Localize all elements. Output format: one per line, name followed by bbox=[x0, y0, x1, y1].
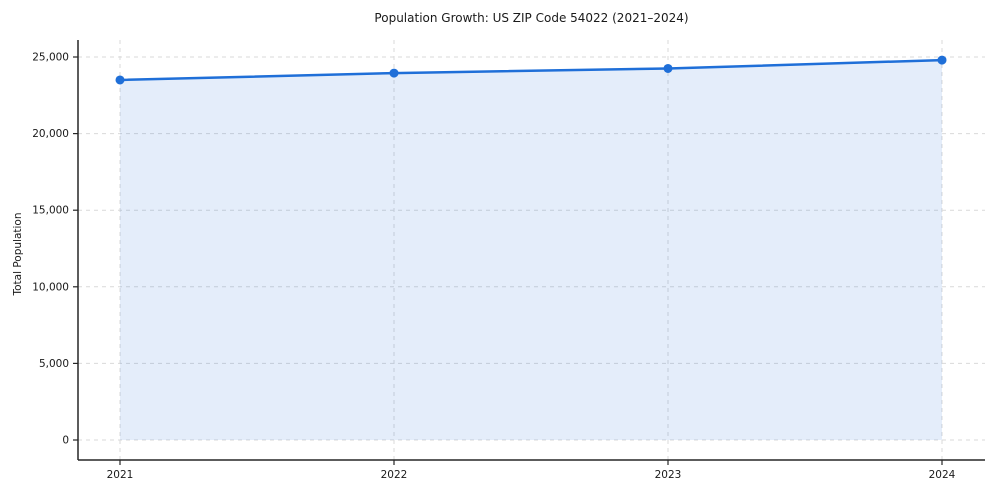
y-tick-label: 10,000 bbox=[32, 281, 69, 293]
area-fill bbox=[120, 60, 942, 441]
y-tick-label: 5,000 bbox=[39, 358, 69, 370]
data-point bbox=[663, 63, 673, 73]
chart-title: Population Growth: US ZIP Code 54022 (20… bbox=[374, 11, 689, 25]
y-tick-label: 20,000 bbox=[32, 128, 69, 140]
x-tick-label: 2024 bbox=[929, 469, 956, 481]
x-tick-label: 2023 bbox=[655, 469, 682, 481]
data-point bbox=[937, 55, 947, 65]
x-tick-label: 2022 bbox=[381, 469, 408, 481]
line-series bbox=[118, 58, 944, 82]
x-tick-label: 2021 bbox=[107, 469, 134, 481]
data-point bbox=[389, 68, 399, 78]
y-tick-label: 25,000 bbox=[32, 52, 69, 64]
data-point bbox=[115, 75, 125, 85]
y-tick-label: 0 bbox=[62, 435, 69, 447]
y-tick-label: 15,000 bbox=[32, 205, 69, 217]
